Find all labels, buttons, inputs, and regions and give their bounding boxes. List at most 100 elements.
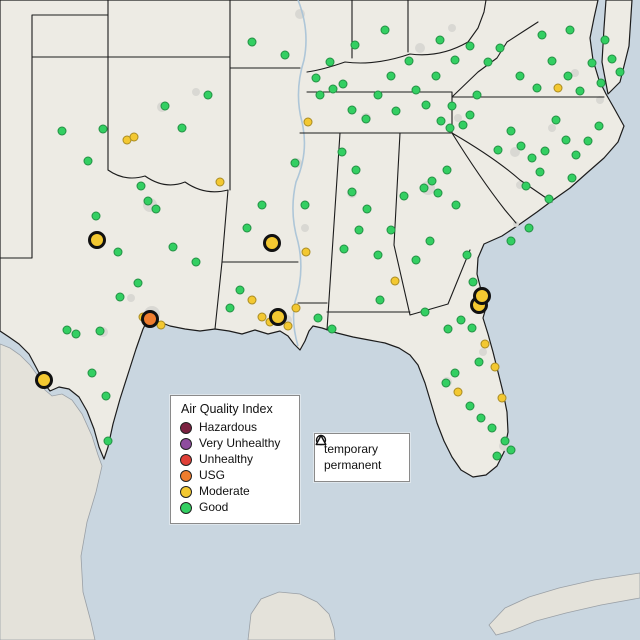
aqi-marker[interactable]	[468, 277, 478, 287]
aqi-marker[interactable]	[347, 187, 357, 197]
aqi-marker[interactable]	[62, 325, 72, 335]
aqi-marker[interactable]	[527, 153, 537, 163]
aqi-marker[interactable]	[247, 295, 257, 305]
aqi-marker[interactable]	[328, 84, 338, 94]
aqi-marker[interactable]	[436, 116, 446, 126]
aqi-marker[interactable]	[351, 165, 361, 175]
aqi-marker[interactable]	[87, 368, 97, 378]
aqi-marker[interactable]	[565, 25, 575, 35]
aqi-marker[interactable]	[421, 100, 431, 110]
aqi-marker[interactable]	[544, 194, 554, 204]
aqi-marker[interactable]	[291, 303, 301, 313]
aqi-marker[interactable]	[354, 225, 364, 235]
aqi-marker[interactable]	[615, 67, 625, 77]
aqi-marker[interactable]	[487, 423, 497, 433]
aqi-marker[interactable]	[497, 393, 507, 403]
aqi-marker[interactable]	[177, 123, 187, 133]
aqi-marker[interactable]	[431, 71, 441, 81]
aqi-marker[interactable]	[500, 436, 510, 446]
aqi-marker[interactable]	[303, 117, 313, 127]
aqi-marker[interactable]	[83, 156, 93, 166]
aqi-marker[interactable]	[313, 313, 323, 323]
aqi-marker[interactable]	[269, 308, 287, 326]
aqi-marker[interactable]	[521, 181, 531, 191]
aqi-marker[interactable]	[493, 145, 503, 155]
aqi-marker[interactable]	[553, 83, 563, 93]
aqi-marker[interactable]	[411, 255, 421, 265]
aqi-marker[interactable]	[480, 339, 490, 349]
aqi-marker[interactable]	[235, 285, 245, 295]
aqi-marker[interactable]	[399, 191, 409, 201]
aqi-marker[interactable]	[301, 247, 311, 257]
aqi-marker[interactable]	[506, 236, 516, 246]
aqi-marker[interactable]	[386, 225, 396, 235]
aqi-marker[interactable]	[441, 378, 451, 388]
aqi-marker[interactable]	[442, 165, 452, 175]
aqi-marker[interactable]	[445, 123, 455, 133]
aqi-marker[interactable]	[465, 41, 475, 51]
aqi-marker[interactable]	[280, 50, 290, 60]
aqi-marker[interactable]	[563, 71, 573, 81]
aqi-marker[interactable]	[450, 55, 460, 65]
aqi-marker[interactable]	[103, 436, 113, 446]
aqi-marker[interactable]	[151, 204, 161, 214]
aqi-marker[interactable]	[567, 173, 577, 183]
aqi-marker[interactable]	[247, 37, 257, 47]
aqi-marker[interactable]	[506, 445, 516, 455]
aqi-marker[interactable]	[136, 181, 146, 191]
aqi-marker[interactable]	[375, 295, 385, 305]
aqi-marker[interactable]	[390, 276, 400, 286]
aqi-marker[interactable]	[350, 40, 360, 50]
aqi-marker[interactable]	[571, 150, 581, 160]
aqi-marker[interactable]	[361, 114, 371, 124]
aqi-marker[interactable]	[98, 124, 108, 134]
aqi-marker[interactable]	[596, 78, 606, 88]
aqi-marker[interactable]	[373, 250, 383, 260]
aqi-marker[interactable]	[419, 183, 429, 193]
aqi-marker[interactable]	[515, 71, 525, 81]
aqi-marker[interactable]	[472, 90, 482, 100]
aqi-marker[interactable]	[483, 57, 493, 67]
aqi-marker[interactable]	[327, 324, 337, 334]
aqi-marker[interactable]	[101, 391, 111, 401]
aqi-marker[interactable]	[133, 278, 143, 288]
aqi-marker[interactable]	[467, 323, 477, 333]
aqi-marker[interactable]	[456, 315, 466, 325]
aqi-marker[interactable]	[338, 79, 348, 89]
aqi-marker[interactable]	[404, 56, 414, 66]
aqi-marker[interactable]	[141, 310, 159, 328]
aqi-marker[interactable]	[215, 177, 225, 187]
aqi-marker[interactable]	[283, 321, 293, 331]
aqi-marker[interactable]	[257, 200, 267, 210]
aqi-marker[interactable]	[465, 110, 475, 120]
aqi-marker[interactable]	[587, 58, 597, 68]
aqi-marker[interactable]	[425, 236, 435, 246]
aqi-marker[interactable]	[600, 35, 610, 45]
aqi-marker[interactable]	[203, 90, 213, 100]
aqi-marker[interactable]	[315, 90, 325, 100]
aqi-marker[interactable]	[490, 362, 500, 372]
aqi-marker[interactable]	[35, 371, 53, 389]
aqi-marker[interactable]	[516, 141, 526, 151]
aqi-marker[interactable]	[88, 231, 106, 249]
aqi-marker[interactable]	[113, 247, 123, 257]
aqi-marker[interactable]	[257, 312, 267, 322]
aqi-marker[interactable]	[386, 71, 396, 81]
aqi-marker[interactable]	[450, 368, 460, 378]
aqi-marker[interactable]	[391, 106, 401, 116]
aqi-marker[interactable]	[325, 57, 335, 67]
aqi-marker[interactable]	[380, 25, 390, 35]
aqi-marker[interactable]	[447, 101, 457, 111]
aqi-marker[interactable]	[347, 105, 357, 115]
aqi-marker[interactable]	[547, 56, 557, 66]
aqi-marker[interactable]	[263, 234, 281, 252]
aqi-marker[interactable]	[443, 324, 453, 334]
aqi-marker[interactable]	[115, 292, 125, 302]
aqi-marker[interactable]	[290, 158, 300, 168]
aqi-marker[interactable]	[91, 211, 101, 221]
aqi-marker[interactable]	[495, 43, 505, 53]
aqi-marker[interactable]	[143, 196, 153, 206]
aqi-marker[interactable]	[362, 204, 372, 214]
aqi-marker[interactable]	[411, 85, 421, 95]
